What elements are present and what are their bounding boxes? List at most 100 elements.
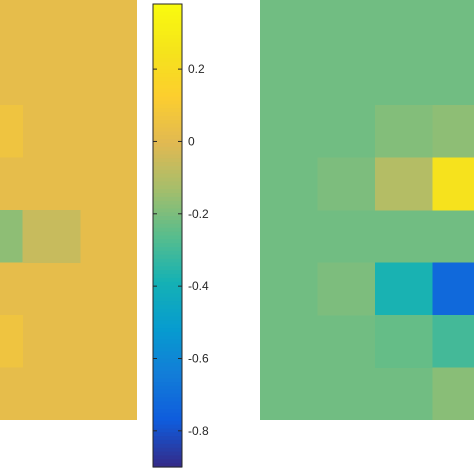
colorbar-segment [153, 258, 182, 264]
colorbar-segment [153, 19, 182, 24]
colorbar-tick-label: -0.2 [188, 207, 209, 221]
colorbar-segment [153, 88, 182, 94]
colorbar-segment [153, 81, 182, 86]
colorbar-segment [153, 177, 182, 183]
colorbar-segment [153, 77, 182, 82]
colorbar-segment [153, 46, 182, 51]
colorbar-segment [153, 27, 182, 32]
colorbar-segment [153, 397, 182, 403]
colorbar-segment [153, 443, 182, 449]
colorbar-ticks: 0.2 0 -0.2 -0.4 -0.6 -0.8 [153, 62, 209, 438]
colorbar-segment [153, 382, 182, 387]
colorbar-segment [153, 231, 182, 237]
left-heatmap-cell [22, 210, 81, 263]
colorbar-tick-label: 0 [188, 134, 195, 148]
colorbar-segment [153, 424, 182, 430]
colorbar-segment [153, 85, 182, 90]
colorbar-segment [153, 243, 182, 248]
colorbar-segment [153, 38, 182, 44]
colorbar-segment [153, 304, 182, 310]
colorbar-segment [153, 247, 182, 252]
colorbar-segment [153, 347, 182, 352]
colorbar-segment [153, 328, 182, 333]
colorbar-segment [153, 54, 182, 59]
colorbar-segment [153, 7, 182, 13]
colorbar-segment [153, 281, 182, 287]
colorbar-segment [153, 355, 182, 360]
colorbar-tick-label: -0.6 [188, 351, 209, 365]
colorbar-segment [153, 185, 182, 190]
colorbar-segment [153, 455, 182, 460]
colorbar-segment [153, 339, 182, 345]
colorbar-segment [153, 50, 182, 55]
right-heatmap-cell [375, 105, 433, 158]
colorbar-tick-label: -0.4 [188, 279, 209, 293]
colorbar-segment [153, 370, 182, 375]
colorbar-segment [153, 447, 182, 453]
colorbar-segment [153, 250, 182, 256]
colorbar-segment [153, 173, 182, 179]
colorbar-segment [153, 220, 182, 225]
colorbar-segment [153, 412, 182, 418]
colorbar-segment [153, 169, 182, 175]
colorbar-segment [153, 343, 182, 348]
left-heatmap-cell [0, 157, 23, 211]
colorbar-segment [153, 123, 182, 129]
colorbar-segment [153, 254, 182, 260]
colorbar-segment [153, 358, 182, 364]
colorbar-segment [153, 301, 182, 306]
colorbar-segment [153, 293, 182, 298]
colorbar-segment [153, 378, 182, 383]
colorbar-segment [153, 320, 182, 325]
colorbar-segment [153, 432, 182, 437]
colorbar-segment [153, 277, 182, 283]
colorbar-segment [153, 308, 182, 314]
colorbar-segment [153, 274, 182, 279]
colorbar-segment [153, 331, 182, 337]
colorbar-segment [153, 285, 182, 291]
colorbar-segment [153, 393, 182, 399]
colorbar-segment [153, 61, 182, 67]
colorbar-segment [153, 127, 182, 132]
colorbar-segment [153, 4, 182, 9]
colorbar-segment [153, 69, 182, 75]
colorbar-segment [153, 104, 182, 109]
colorbar-segment [153, 436, 182, 441]
colorbar-segment [153, 115, 182, 121]
colorbar-segment [153, 335, 182, 341]
colorbar-segment [153, 389, 182, 395]
colorbar-segment [153, 92, 182, 98]
colorbar-segment [153, 119, 182, 125]
right-heatmap-cell [375, 315, 433, 368]
colorbar-segment [153, 204, 182, 210]
colorbar-segment [153, 166, 182, 171]
colorbar-segment [153, 208, 182, 213]
colorbar-segment [153, 428, 182, 433]
colorbar-segment [153, 227, 182, 233]
colorbar-segment [153, 139, 182, 144]
colorbar-segment [153, 439, 182, 445]
colorbar-segment [153, 297, 182, 302]
colorbar-segment [153, 158, 182, 163]
left-heatmap-cell [0, 262, 23, 316]
colorbar-segment [153, 112, 182, 117]
colorbar-segment [153, 154, 182, 159]
left-heatmap [0, 0, 137, 420]
colorbar-segment [153, 401, 182, 406]
colorbar-segment [153, 108, 182, 113]
colorbar-segment [153, 270, 182, 275]
colorbar-segment [153, 289, 182, 294]
colorbar-segment [153, 131, 182, 136]
colorbar-tick-label: -0.8 [188, 424, 209, 438]
left-heatmap-cell [0, 105, 23, 158]
colorbar-segment [153, 351, 182, 356]
left-heatmap-cell [0, 210, 23, 263]
colorbar-segment [153, 193, 182, 198]
colorbar-segment [153, 196, 182, 202]
right-heatmap-cell [317, 157, 376, 211]
colorbar-segment [153, 100, 182, 105]
colorbar-tick-label: 0.2 [188, 62, 205, 76]
colorbar-segment [153, 405, 182, 410]
colorbar-segment [153, 385, 182, 391]
right-heatmap-cell [432, 262, 474, 316]
